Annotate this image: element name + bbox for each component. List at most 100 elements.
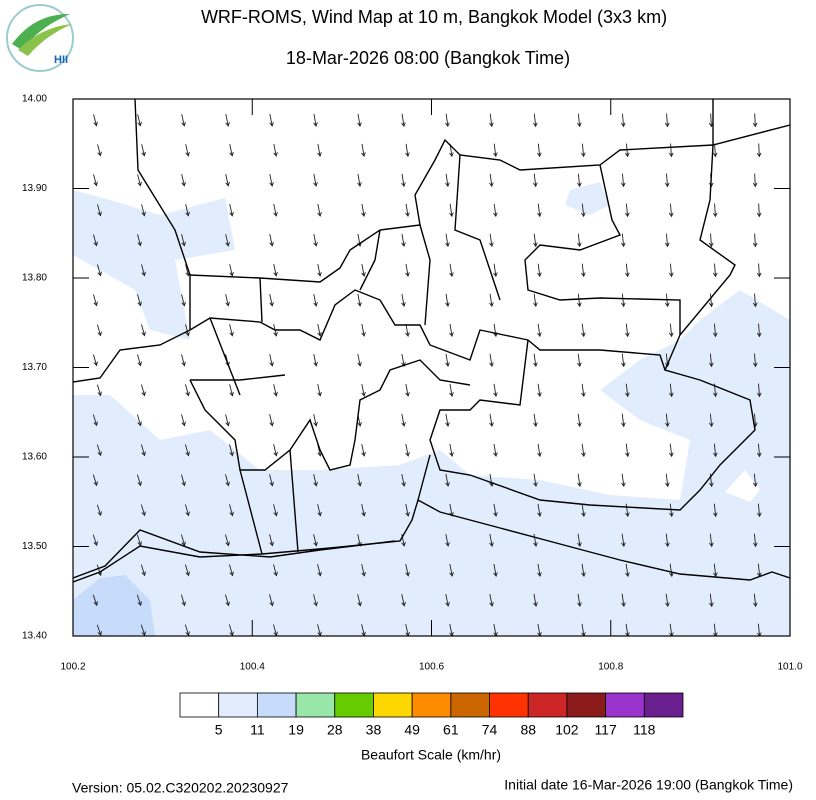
wind-arrow	[185, 504, 190, 517]
wind-arrow	[136, 474, 142, 487]
wind-arrow	[141, 264, 146, 277]
wind-arrow	[625, 563, 630, 578]
wind-arrow	[489, 593, 494, 607]
wind-arrow	[184, 564, 190, 577]
colorbar-box	[489, 692, 529, 718]
wind-arrow	[533, 473, 538, 488]
wind-arrow	[97, 264, 102, 277]
wind-arrow	[92, 354, 98, 367]
wind-arrow	[797, 294, 801, 307]
colorbar-label: 118	[633, 722, 656, 738]
initial-date: Initial date 16-Mar-2026 19:00 (Bangkok …	[504, 777, 793, 793]
wind-arrow	[752, 233, 758, 248]
wind-arrow	[493, 143, 498, 158]
wind-arrow	[533, 233, 538, 248]
wind-arrow	[581, 263, 586, 278]
wind-arrow	[537, 623, 542, 636]
wind-arrow	[668, 263, 674, 278]
wind-arrow	[708, 233, 714, 248]
wind-arrow	[581, 503, 586, 518]
wind-arrow	[665, 533, 670, 548]
wind-arrow	[621, 413, 626, 428]
y-tick-label: 13.60	[22, 452, 47, 463]
wind-arrow	[449, 323, 454, 338]
wind-arrow	[624, 203, 630, 218]
wind-arrow	[801, 324, 805, 337]
y-tick-label: 13.90	[22, 183, 47, 194]
wind-arrow	[137, 234, 142, 247]
wind-arrow	[229, 144, 234, 157]
wind-arrow	[449, 443, 454, 457]
wind-arrow	[273, 564, 278, 577]
wind-arrow	[136, 414, 142, 427]
wind-arrow	[181, 474, 186, 487]
wind-arrow	[801, 564, 805, 577]
wind-arrow	[801, 144, 805, 157]
wind-arrow	[313, 293, 318, 307]
wind-arrow	[668, 203, 674, 218]
wind-arrow	[229, 444, 234, 457]
wind-arrow	[229, 504, 234, 517]
wind-arrow	[357, 353, 362, 367]
wind-arrow	[620, 113, 626, 128]
wind-arrow	[401, 413, 406, 427]
wind-arrow	[708, 413, 714, 428]
wind-arrow	[92, 594, 98, 607]
wind-arrow	[664, 233, 670, 248]
colorbar-box	[218, 692, 258, 718]
colorbar-label: 88	[520, 722, 536, 738]
wind-arrow	[269, 534, 274, 547]
wind-arrow	[181, 114, 186, 127]
wind-arrow	[140, 564, 146, 577]
wind-arrow	[712, 263, 718, 278]
wind-arrow	[229, 384, 234, 397]
wind-arrow	[357, 474, 362, 487]
wind-arrow	[401, 594, 406, 607]
x-tick-label: 101.0	[777, 662, 802, 673]
wind-arrow	[489, 233, 494, 248]
axes: 100.2 100.4 100.6 100.8 101.0 13.40 13.50 13.60…	[22, 94, 803, 673]
wind-arrow	[581, 383, 586, 398]
wind-arrow	[489, 533, 494, 547]
wind-arrow	[136, 534, 142, 547]
wind-arrow	[96, 564, 102, 577]
wind-arrow	[405, 203, 410, 218]
wind-arrow	[493, 383, 498, 398]
wind-arrow	[533, 173, 538, 188]
wind-arrow	[313, 534, 318, 547]
wind-arrow	[181, 294, 186, 307]
wind-arrow	[93, 174, 98, 187]
wind-arrow	[664, 113, 670, 128]
wind-arrow	[797, 354, 801, 367]
colorbar-label: 11	[250, 722, 265, 738]
colorbar-label: 117	[594, 722, 617, 738]
wind-arrow	[669, 443, 674, 458]
wind-arrow	[753, 533, 758, 548]
wind-arrow	[140, 444, 146, 457]
wind-arrow	[180, 534, 186, 547]
wind-arrow	[756, 203, 762, 218]
colorbar-box	[643, 692, 684, 718]
wind-arrow	[181, 174, 186, 187]
wind-arrow	[665, 413, 670, 428]
colorbar-label: 102	[555, 722, 579, 738]
wind-arrow	[361, 444, 366, 457]
colorbar-box	[179, 692, 220, 718]
wind-arrow	[625, 383, 630, 398]
wind-arrow	[752, 473, 758, 488]
wind-arrow	[445, 233, 450, 248]
wind-arrow	[581, 143, 586, 158]
wind-arrow	[313, 474, 318, 487]
wind-arrow	[625, 263, 630, 278]
wind-arrow	[669, 383, 674, 398]
wind-arrow	[225, 174, 230, 187]
wind-arrow	[669, 563, 674, 578]
wind-arrow	[713, 503, 718, 518]
colorbar-box	[256, 692, 297, 718]
wind-arrow	[273, 143, 278, 157]
wind-arrow	[313, 113, 318, 127]
logo: HII	[6, 4, 74, 72]
wind-arrow	[533, 113, 538, 128]
wind-arrow	[269, 173, 274, 187]
